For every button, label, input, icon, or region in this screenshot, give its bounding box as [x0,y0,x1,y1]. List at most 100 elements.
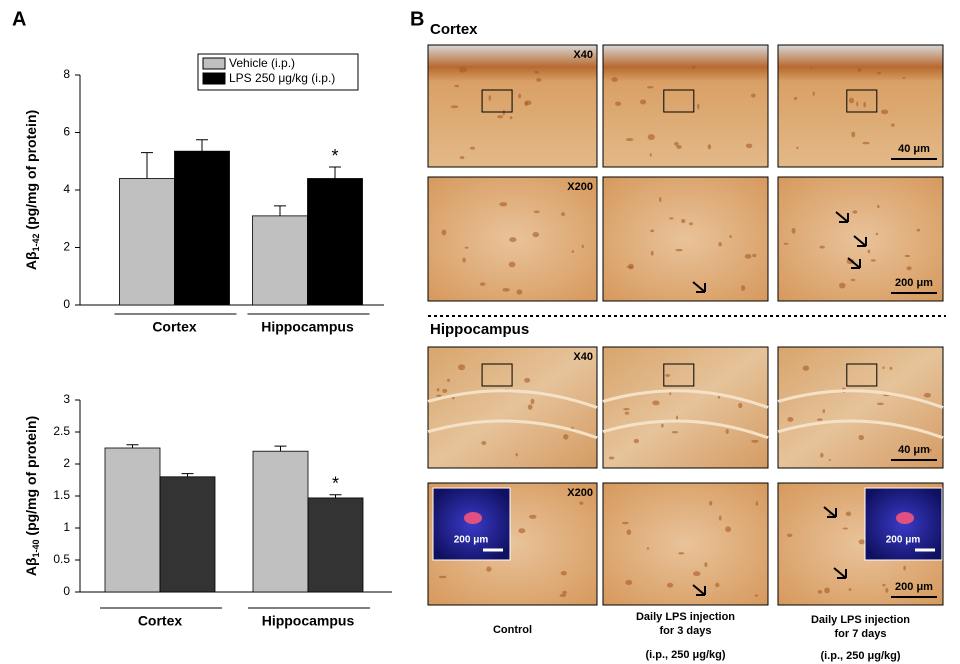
stain-spot [691,65,696,69]
column-caption: (i.p., 250 μg/kg) [645,649,725,661]
y-tick-label: 0 [63,297,70,311]
section-title: Cortex [430,21,478,38]
arrow [853,235,867,247]
stain-spot [744,254,752,259]
stain-spot [518,93,522,99]
stain-spot [715,582,720,588]
stain-spot [783,242,789,245]
stain-spot [562,590,567,595]
stain-spot [447,378,450,383]
y-tick-label: 0.5 [53,552,70,566]
bar [119,178,175,306]
bar [159,476,216,593]
stain-spot [863,101,867,108]
stain-spot [752,253,757,258]
legend-swatch [202,57,226,70]
stain-spot [812,91,815,96]
stain-spot [858,435,865,441]
y-tick-label: 8 [63,67,70,81]
stain-spot [718,515,722,521]
stain-spot [857,67,862,72]
stain-spot [509,116,513,120]
y-tick-label: 4 [63,182,70,196]
stain-spot [693,571,701,577]
y-axis-label-part: 1-42 [31,233,41,251]
stain-spot [624,411,630,415]
stain-spot [850,278,856,282]
stain-spot [882,366,885,370]
stain-spot [559,594,567,597]
error-bar [274,205,286,216]
stain-spot [470,146,475,150]
x-tick-label: Hippocampus [262,613,355,629]
bar [252,215,308,306]
stain-spot [625,579,633,586]
significance-mark: * [332,473,339,493]
stain-spot [527,404,533,410]
stain-spot [903,565,906,571]
magnification: X200 [567,181,593,193]
stain-spot [560,571,567,576]
stain-spot [820,452,824,458]
y-tick-label: 2 [63,456,70,470]
stain-spot [678,552,685,555]
column-caption: Control [493,624,532,636]
error-bar [181,473,194,477]
stain-spot [709,501,713,506]
micrograph [777,176,944,302]
section-title: Hippocampus [430,321,529,338]
stain-spot [740,285,746,291]
arrow [692,281,706,293]
stain-spot [518,528,526,534]
bar [252,450,309,593]
stain-spot [438,575,447,579]
stain-spot [659,197,662,203]
roi-box [481,89,513,113]
stain-spot [745,143,753,149]
stain-spot [459,156,465,160]
stain-spot [793,96,798,101]
y-tick-label: 2.5 [53,424,70,438]
stain-spot [536,77,542,82]
stain-spot [647,134,655,141]
stain-spot [704,561,708,568]
legend-label: LPS 250 μg/kg (i.p.) [229,71,335,85]
y-tick-label: 6 [63,125,70,139]
stain-spot [661,423,664,428]
scale-label: 200 μm [895,581,933,593]
y-axis-label: Aβ1-40 (pg/mg of protein) [23,416,42,576]
stain-spot [650,250,654,256]
column-caption: for 3 days [660,625,712,637]
stain-spot [802,365,810,371]
y-tick-label: 0 [63,584,70,598]
stain-spot [633,438,640,444]
stain-spot [486,566,492,572]
stain-spot [436,388,440,392]
stain-spot [497,115,504,119]
stain-spot [499,202,508,207]
stain-spot [875,232,879,236]
scale-label: 40 μm [898,143,930,155]
stain-spot [608,456,615,460]
stain-spot [516,289,523,295]
stain-spot [669,217,674,220]
stain-spot [481,440,487,446]
micrograph [602,346,769,469]
roi-box [663,89,695,113]
stain-spot [862,141,870,145]
stain-spot [462,257,466,263]
column-caption: Daily LPS injection [636,611,735,623]
stain-spot [669,391,672,396]
stain-spot [725,526,732,533]
y-axis-label-part: Aβ [23,557,39,576]
stain-spot [530,398,535,405]
stain-spot [839,282,846,289]
micrograph [602,44,769,168]
y-tick-label: 3 [63,392,70,406]
stain-spot [816,418,823,421]
tissue-layer [427,389,598,440]
x-tick-label: Cortex [152,319,197,335]
stain-spot [459,66,467,73]
stain-spot [817,590,822,594]
